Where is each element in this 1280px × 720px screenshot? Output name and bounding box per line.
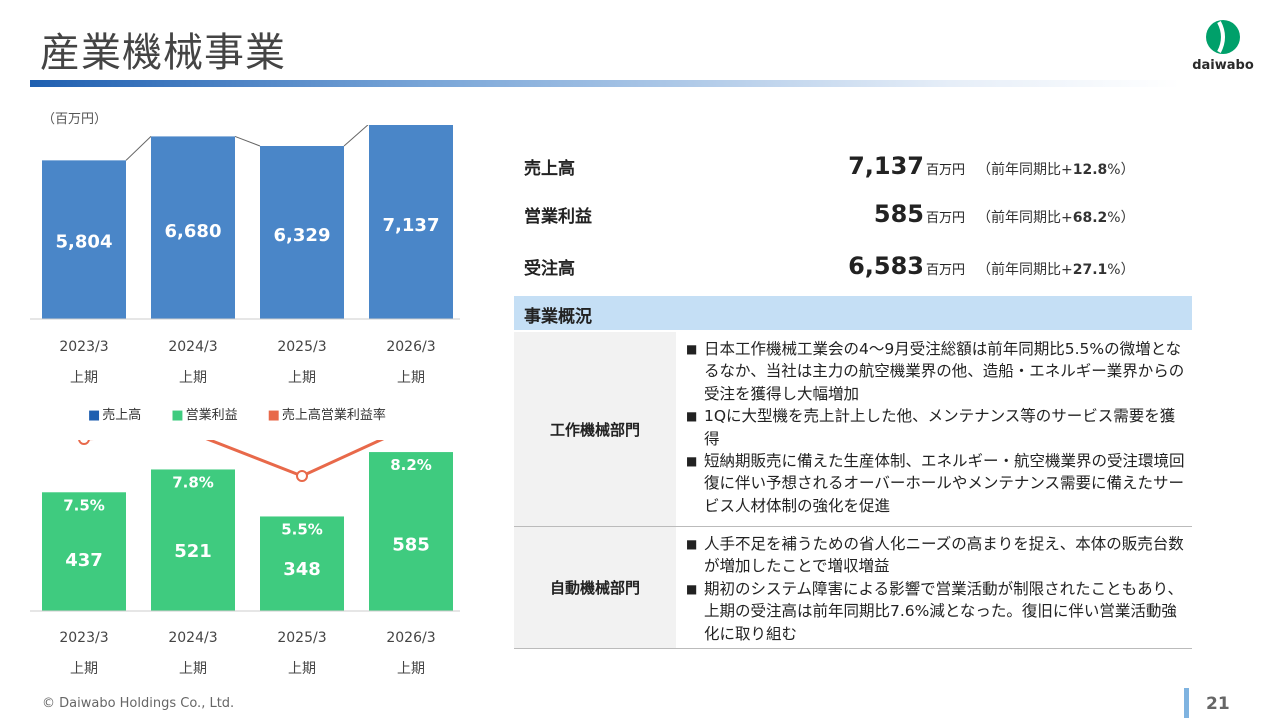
x-tick-label: 上期 — [70, 661, 98, 677]
kpi-value: 585 — [873, 200, 924, 228]
legend-label: 売上高営業利益率 — [281, 408, 386, 423]
sales-bar-chart: 5,804 2023/3 上期 6,680 2024/3 上期 6,329 2025/3 上期 7… — [30, 125, 460, 386]
kpi-label: 受注高 — [524, 259, 575, 279]
segment-body: ■ 日本工作機械工業会の4～9月受注総額は前年同期比5.5%の微増となるなか、当社… — [676, 332, 1192, 526]
x-tick-label: 2024/3 — [168, 630, 217, 646]
legend-label: 営業利益 — [185, 408, 238, 423]
operating-income-bar — [260, 516, 344, 611]
unit-label: （百万円） — [42, 112, 108, 127]
x-tick-label: 上期 — [288, 661, 316, 677]
item-text: 1Qに大型機を売上計上した他、メンテナンス等のサービス需要を獲得 — [704, 407, 1176, 448]
legend-item-operating-income: ■ 営業利益 — [171, 408, 238, 423]
page-title: 産業機械事業 — [40, 30, 286, 76]
margin-data-label: 7.8% — [172, 473, 214, 491]
operating-income-data-label: 348 — [283, 559, 321, 580]
kpi-value: 7,137 — [848, 152, 924, 180]
margin-line — [84, 440, 385, 478]
kpi-unit: 百万円 — [926, 163, 966, 178]
title-underline — [30, 80, 1180, 87]
legend-item-sales: ■ 売上高 — [88, 408, 142, 423]
item-text: 期初のシステム障害による影響で営業活動が制限されたこともあり、上期の受注高は前年… — [704, 579, 1183, 643]
kpi-yoy: （前年同期比+68.2%） — [977, 210, 1135, 226]
margin-data-label: 8.2% — [390, 456, 432, 474]
item-text: 日本工作機械工業会の4～9月受注総額は前年同期比5.5%の微増となるなか、当社は… — [704, 340, 1185, 403]
connector-line — [234, 135, 261, 147]
profit-bar-chart: 437 7.5% 2023/3 上期 521 7.8% 2024/3 上期 348 5.5% 202… — [30, 440, 460, 677]
copyright: © Daiwabo Holdings Co., Ltd. — [42, 696, 235, 711]
x-tick-label: 上期 — [70, 370, 98, 386]
list-item: ■ 日本工作機械工業会の4～9月受注総額は前年同期比5.5%の微増となるなか、当社… — [686, 338, 1186, 405]
x-tick-label: 2026/3 — [386, 339, 435, 355]
x-tick-label: 2023/3 — [59, 339, 108, 355]
item-text: 人手不足を補うための省人化ニーズの高まりを捉え、本体の販売台数が増加したことで増… — [704, 535, 1184, 576]
operating-income-data-label: 521 — [174, 541, 212, 562]
kpi-operating-income: 営業利益 585 百万円 （前年同期比+68.2%） — [524, 200, 1164, 240]
kpi-value: 6,583 — [848, 252, 924, 280]
x-tick-label: 上期 — [397, 370, 425, 386]
operating-income-bar — [42, 492, 126, 611]
page-number: 21 — [1206, 694, 1230, 714]
bullet: ■ — [686, 581, 698, 596]
bullet: ■ — [686, 409, 698, 424]
bullet: ■ — [686, 342, 698, 356]
sales-data-label: 6,329 — [274, 225, 331, 246]
bullet: ■ — [686, 454, 698, 469]
operating-income-bar — [369, 452, 453, 611]
x-tick-label: 上期 — [179, 661, 207, 677]
x-tick-label: 2023/3 — [59, 630, 108, 646]
bullet: ■ — [686, 537, 698, 551]
item-text: 短納期販売に備えた生産体制、エネルギー・航空機業界の受注環境回復に伴い予想される… — [704, 452, 1185, 515]
sales-bar — [260, 146, 344, 319]
company-logo: daiwabo — [1188, 18, 1258, 78]
margin-point — [78, 440, 90, 445]
list-item: ■ 人手不足を補うための省人化ニーズの高まりを捉え、本体の販売台数が増加したことで… — [686, 533, 1186, 578]
operating-income-data-label: 585 — [392, 535, 430, 556]
page-number-bar — [1184, 688, 1189, 718]
margin-data-label: 5.5% — [281, 520, 323, 538]
segment-label: 工作機械部門 — [514, 332, 676, 526]
x-tick-label: 2024/3 — [168, 339, 217, 355]
operating-income-data-label: 437 — [65, 550, 103, 571]
x-tick-label: 上期 — [288, 370, 316, 386]
sales-bar — [369, 125, 453, 319]
sales-data-label: 5,804 — [56, 232, 113, 253]
kpi-label: 売上高 — [524, 159, 575, 179]
legend-item-margin: ■ 売上高営業利益率 — [267, 408, 386, 423]
connector-line — [125, 136, 152, 161]
margin-point — [296, 470, 308, 482]
logo-mark-icon — [1206, 20, 1240, 54]
kpi-unit: 百万円 — [926, 211, 966, 226]
chart-legend: ■ 売上高 ■ 営業利益 ■ 売上高営業利益率 — [88, 404, 386, 423]
kpi-label: 営業利益 — [524, 207, 592, 227]
kpi-unit: 百万円 — [926, 263, 966, 278]
x-tick-label: 2026/3 — [386, 630, 435, 646]
margin-data-label: 7.5% — [63, 496, 105, 514]
kpi-sales: 売上高 7,137 百万円 （前年同期比+12.8%） — [524, 152, 1164, 192]
operating-income-bar — [151, 469, 235, 611]
kpi-yoy: （前年同期比+27.1%） — [977, 262, 1135, 278]
connector-line — [343, 125, 369, 147]
x-tick-label: 上期 — [179, 370, 207, 386]
sales-data-label: 6,680 — [165, 221, 222, 242]
segment-automatic-machines: 自動機械部門 ■ 人手不足を補うための省人化ニーズの高まりを捉え、本体の販売台数が… — [514, 527, 1192, 649]
kpi-orders: 受注高 6,583 百万円 （前年同期比+27.1%） — [524, 252, 1164, 292]
list-item: ■ 短納期販売に備えた生産体制、エネルギー・航空機業界の受注環境回復に伴い予想され… — [686, 450, 1186, 517]
list-item: ■ 期初のシステム障害による影響で営業活動が制限されたこともあり、上期の受注高は前… — [686, 578, 1186, 645]
segment-machine-tools: 工作機械部門 ■ 日本工作機械工業会の4～9月受注総額は前年同期比5.5%の微増と… — [514, 332, 1192, 527]
logo-text: daiwabo — [1192, 58, 1254, 73]
sales-bar — [42, 160, 126, 319]
segment-body: ■ 人手不足を補うための省人化ニーズの高まりを捉え、本体の販売台数が増加したことで… — [676, 527, 1192, 648]
x-tick-label: 上期 — [397, 661, 425, 677]
legend-label: 売上高 — [102, 408, 142, 423]
overview-heading: 事業概況 — [514, 296, 1192, 330]
x-tick-label: 2025/3 — [277, 339, 326, 355]
x-tick-label: 2025/3 — [277, 630, 326, 646]
kpi-yoy: （前年同期比+12.8%） — [977, 162, 1135, 178]
list-item: ■ 1Qに大型機を売上計上した他、メンテナンス等のサービス需要を獲得 — [686, 405, 1186, 450]
segment-label: 自動機械部門 — [514, 527, 676, 648]
sales-data-label: 7,137 — [383, 215, 440, 236]
sales-bar — [151, 136, 235, 319]
